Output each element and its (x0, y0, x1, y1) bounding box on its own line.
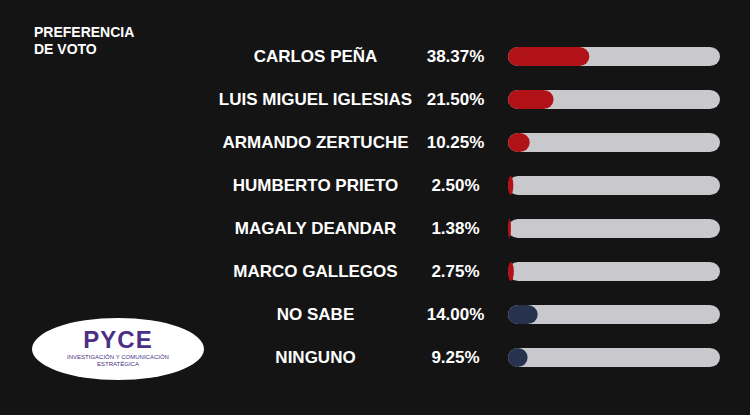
svg-text:21.50%: 21.50% (427, 90, 485, 109)
svg-text:9.25%: 9.25% (431, 348, 479, 367)
svg-text:38.37%: 38.37% (427, 47, 485, 66)
svg-text:LUIS MIGUEL IGLESIAS: LUIS MIGUEL IGLESIAS (219, 90, 412, 109)
html-text:INVESTIGACIÓN Y COMUNICACIÓN E: INVESTIGACIÓN Y COMUNICACIÓN ESTRATÉGICA (67, 354, 169, 367)
html-text:PREFERENCIA DE VOTO: PREFERENCIA DE VOTO (34, 24, 134, 57)
svg-text:MAGALY DEANDAR: MAGALY DEANDAR (235, 219, 397, 238)
svg-text:HUMBERTO PRIETO: HUMBERTO PRIETO (233, 176, 399, 195)
svg-text:2.50%: 2.50% (431, 176, 479, 195)
svg-text:1.38%: 1.38% (431, 219, 479, 238)
svg-text:MARCO GALLEGOS: MARCO GALLEGOS (233, 262, 397, 281)
svg-text:2.75%: 2.75% (431, 262, 479, 281)
svg-text:CARLOS PEÑA: CARLOS PEÑA (254, 46, 378, 66)
svg-text:NO SABE: NO SABE (277, 305, 354, 324)
svg-text:14.00%: 14.00% (427, 305, 485, 324)
svg-text:ARMANDO ZERTUCHE: ARMANDO ZERTUCHE (222, 133, 408, 152)
svg-text:NINGUNO: NINGUNO (275, 348, 355, 367)
svg-text:10.25%: 10.25% (427, 133, 485, 152)
html-text:PYCE: PYCE (83, 326, 153, 353)
